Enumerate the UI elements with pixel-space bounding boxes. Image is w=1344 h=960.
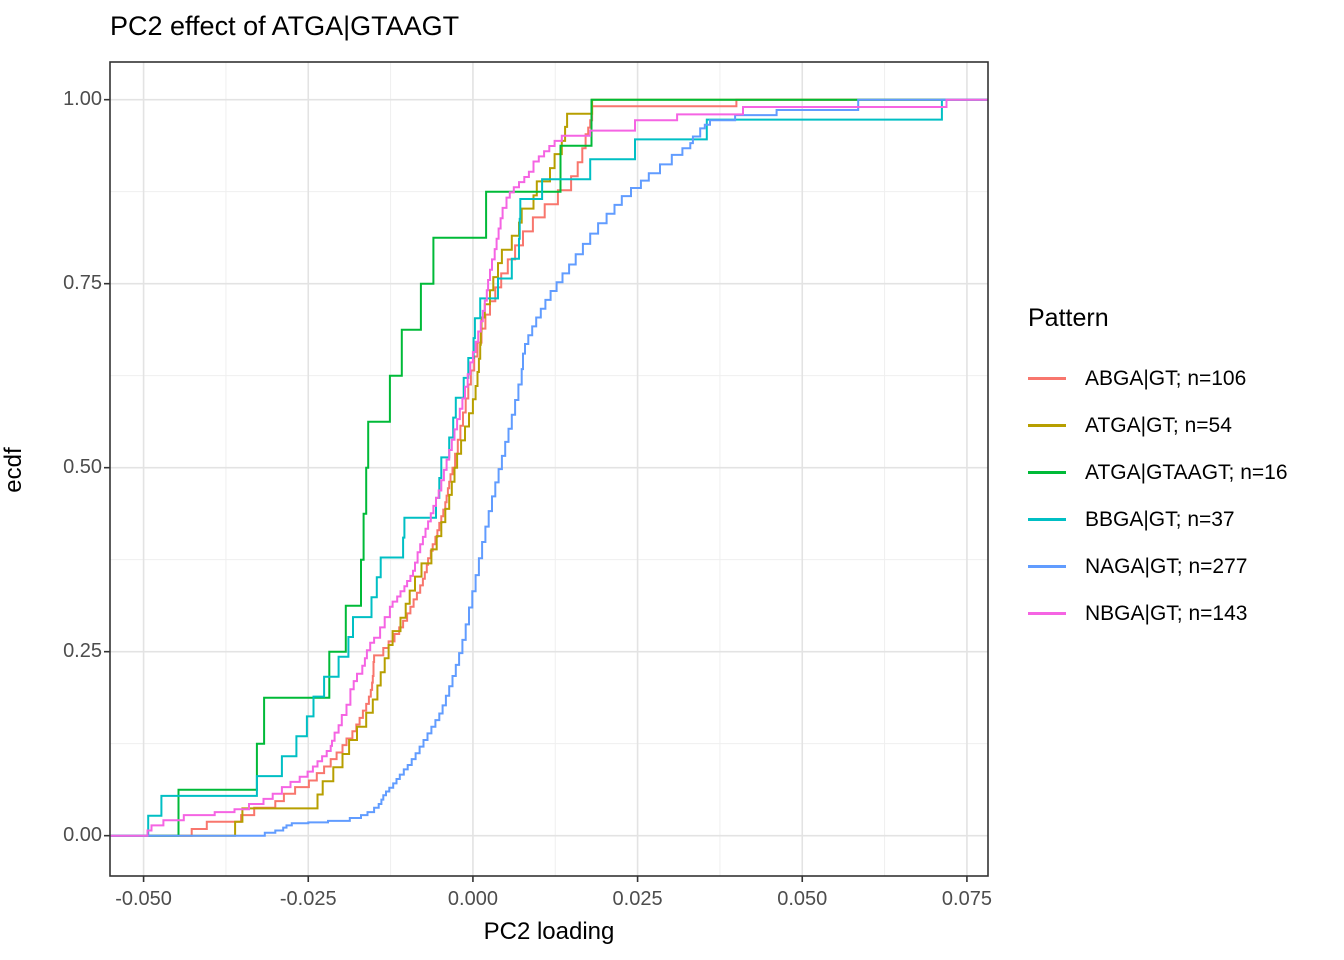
x-tick-label--0.025: -0.025	[279, 888, 337, 910]
y-tick-label-0.25: 0.25	[63, 639, 102, 662]
legend-key-line-icon	[1028, 424, 1066, 427]
legend-key-line-icon	[1028, 377, 1066, 380]
legend-item-label: BBGA|GT; n=37	[1085, 507, 1235, 531]
x-tick-label-0.075: 0.075	[941, 888, 992, 910]
legend-key-line-icon	[1028, 471, 1066, 474]
legend: Pattern ABGA|GT; n=106 ATGA|GT; n=54 ATGA|…	[1028, 304, 1288, 637]
legend-item-nbga-gt: NBGA|GT; n=143	[1028, 590, 1288, 637]
legend-item-label: ATGA|GTAAGT; n=16	[1085, 460, 1288, 484]
legend-key-line-icon	[1028, 518, 1066, 521]
legend-item-label: ABGA|GT; n=106	[1085, 366, 1247, 390]
x-axis-title: PC2 loading	[483, 918, 615, 945]
legend-item-label: NAGA|GT; n=277	[1085, 554, 1248, 578]
axis-tick-marks	[104, 98, 968, 882]
y-axis-title: ecdf	[0, 447, 27, 493]
panel-background	[110, 62, 988, 876]
x-tick-label-0.050: 0.050	[777, 888, 828, 910]
ecdf-line-atga-gtaagt	[110, 98, 988, 837]
legend-items: ABGA|GT; n=106 ATGA|GT; n=54 ATGA|GTAAGT; …	[1028, 355, 1288, 637]
legend-key-line-icon	[1028, 612, 1066, 615]
legend-item-bbga-gt: BBGA|GT; n=37	[1028, 496, 1288, 543]
ecdf-line-naga-gt	[110, 98, 988, 837]
x-tick-label--0.050: -0.050	[115, 888, 172, 910]
legend-item-atga-gt: ATGA|GT; n=54	[1028, 402, 1288, 449]
legend-item-label: ATGA|GT; n=54	[1085, 413, 1232, 437]
ecdf-curves	[110, 98, 988, 837]
y-tick-label-0.50: 0.50	[63, 455, 102, 478]
x-tick-label-0.000: 0.000	[447, 888, 498, 910]
legend-item-naga-gt: NAGA|GT; n=277	[1028, 543, 1288, 590]
plot-title: PC2 effect of ATGA|GTAAGT	[110, 11, 460, 41]
minor-gridlines	[110, 62, 988, 876]
ecdf-line-nbga-gt	[110, 98, 988, 837]
legend-item-label: NBGA|GT; n=143	[1085, 601, 1248, 625]
legend-item-abga-gt: ABGA|GT; n=106	[1028, 355, 1288, 402]
y-tick-label-0.75: 0.75	[63, 271, 102, 294]
x-tick-label-0.025: 0.025	[612, 888, 663, 910]
legend-key-line-icon	[1028, 565, 1066, 568]
legend-item-atga-gtaagt: ATGA|GTAAGT; n=16	[1028, 449, 1288, 496]
ecdf-line-bbga-gt	[110, 98, 988, 837]
ecdf-line-atga-gt	[110, 98, 988, 837]
panel-border	[109, 61, 989, 877]
legend-title: Pattern	[1028, 304, 1109, 332]
y-tick-label-1.00: 1.00	[63, 87, 102, 110]
y-tick-label-0.00: 0.00	[63, 823, 102, 846]
